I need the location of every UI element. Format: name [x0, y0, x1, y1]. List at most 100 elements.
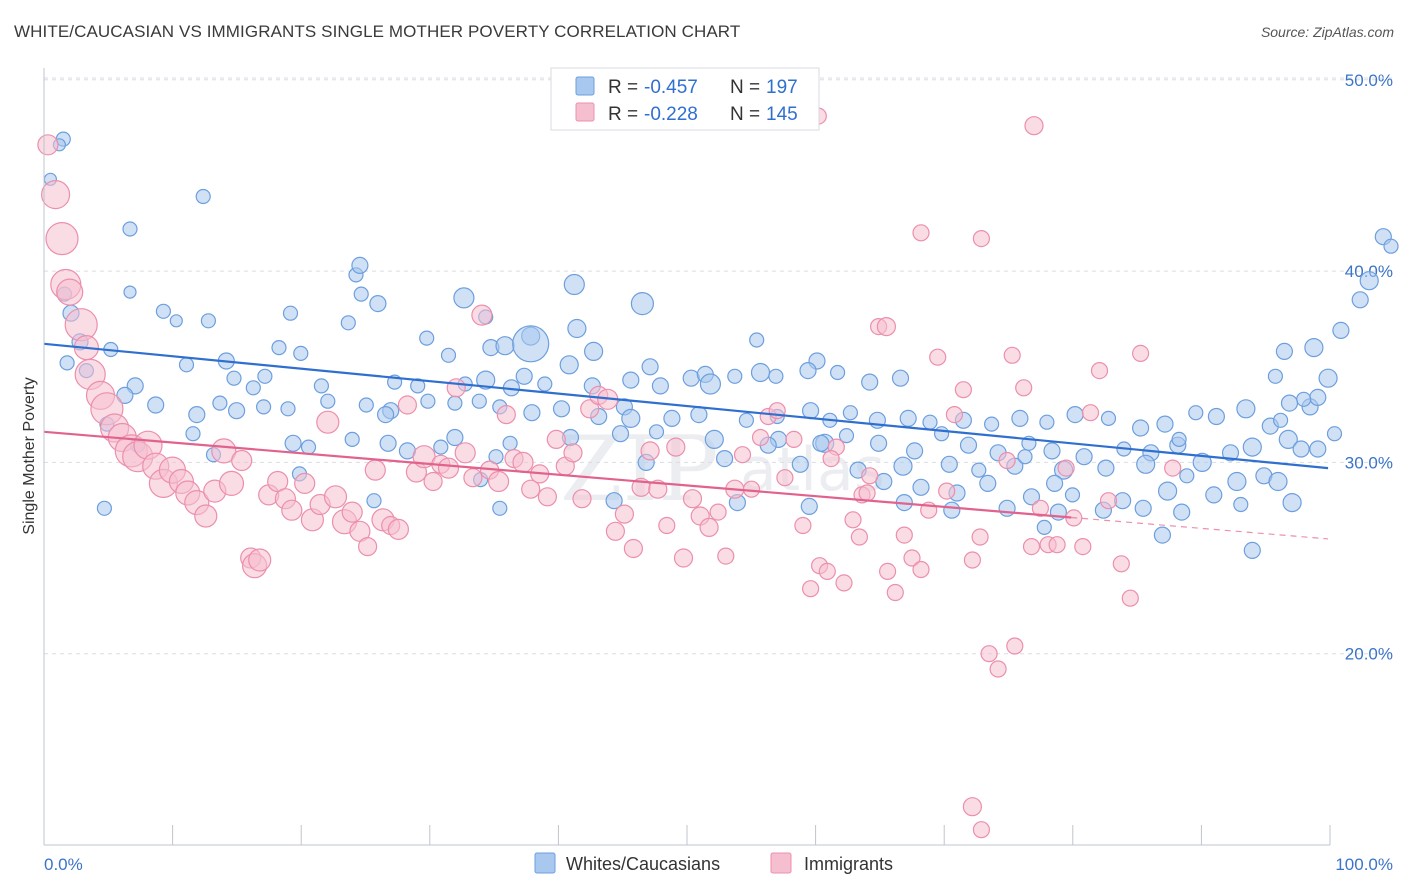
whites-point	[419, 330, 435, 346]
whites-point	[648, 424, 665, 440]
whites-point	[715, 450, 734, 468]
whites-point	[768, 368, 784, 384]
whites-point	[552, 400, 571, 418]
whites-point	[690, 406, 708, 424]
whites-point	[344, 431, 360, 447]
immigrants-point	[858, 484, 876, 502]
immigrants-point	[1074, 537, 1092, 556]
immigrants-point	[37, 134, 59, 156]
immigrants-point	[835, 574, 853, 592]
whites-point	[749, 332, 765, 348]
whites-point	[212, 395, 228, 411]
whites-point	[1188, 405, 1204, 421]
whites-point	[630, 292, 655, 316]
bottom-legend-label-whites: Whites/Caucasians	[566, 854, 720, 874]
x-tick-label-min: 0.0%	[44, 855, 83, 874]
whites-point	[147, 396, 165, 414]
whites-point	[1242, 437, 1262, 457]
whites-point	[523, 404, 541, 422]
immigrants-point	[850, 528, 869, 546]
immigrants-point	[895, 526, 913, 544]
whites-point	[891, 369, 910, 387]
immigrants-point	[912, 224, 930, 242]
whites-point	[515, 367, 533, 385]
immigrants-point	[572, 489, 592, 509]
whites-point	[983, 416, 1000, 432]
immigrants-point	[563, 443, 583, 463]
immigrants-point	[281, 499, 303, 521]
bottom-legend-swatch-whites	[534, 852, 556, 874]
immigrants-point	[878, 562, 897, 581]
whites-point	[1221, 444, 1240, 462]
whites-point	[979, 474, 997, 492]
legend-r-value-whites: -0.457	[644, 77, 698, 98]
immigrants-point	[818, 562, 836, 581]
whites-point	[1243, 541, 1261, 560]
whites-point	[922, 414, 938, 430]
immigrants-point	[794, 516, 812, 535]
whites-point	[96, 500, 113, 516]
whites-point	[440, 347, 457, 363]
axis-layer: Single Mother Poverty 0.0% 100.0%	[21, 68, 1393, 874]
immigrants-point	[580, 399, 600, 419]
legend-r-label-whites: R =	[608, 77, 638, 98]
immigrants-point	[294, 472, 316, 494]
immigrants-point	[945, 406, 964, 424]
immigrants-point	[341, 501, 363, 523]
whites-point	[245, 380, 261, 396]
whites-point	[280, 401, 296, 417]
stats-legend-box	[550, 67, 820, 131]
immigrants-point	[658, 516, 676, 535]
immigrants-point	[323, 485, 348, 509]
legend-n-value-whites: 197	[766, 77, 798, 98]
immigrants-point	[673, 548, 694, 568]
legend-n-value-immigrants: 145	[766, 104, 798, 125]
immigrants-point	[488, 470, 510, 493]
whites-point	[353, 286, 369, 302]
whites-point	[1011, 409, 1029, 427]
series-legend: Whites/Caucasians Immigrants	[534, 852, 893, 874]
whites-point	[1179, 468, 1195, 484]
whites-point	[940, 455, 958, 473]
y-tick-label: 50.0%	[1345, 71, 1393, 90]
whites-point	[155, 303, 171, 319]
immigrants-point	[822, 450, 840, 468]
immigrants-point	[751, 428, 770, 447]
whites-point	[420, 393, 436, 409]
legend-n-label-whites: N =	[730, 77, 760, 98]
immigrants-point	[876, 317, 897, 337]
whites-point	[271, 340, 287, 356]
whites-point	[1153, 526, 1172, 544]
whites-point	[1282, 493, 1302, 513]
immigrants-point	[1121, 589, 1139, 607]
whites-point	[567, 318, 587, 339]
immigrants-point	[1003, 346, 1021, 364]
y-tick-label: 30.0%	[1345, 453, 1393, 472]
whites-point	[502, 435, 518, 451]
immigrants-point	[446, 378, 466, 398]
whites-point	[433, 439, 449, 455]
whites-point	[495, 336, 515, 356]
immigrants-point	[640, 441, 660, 461]
whites-point	[1278, 429, 1298, 449]
whites-point	[1134, 499, 1152, 517]
bottom-legend-label-immigrants: Immigrants	[804, 854, 893, 874]
immigrants-point	[423, 471, 443, 492]
whites-point	[169, 314, 183, 328]
whites-point	[869, 434, 888, 452]
whites-point	[178, 357, 195, 373]
whites-point	[583, 341, 604, 361]
immigrants-point	[903, 549, 921, 567]
immigrants-point	[521, 479, 541, 499]
whites-point	[1383, 238, 1399, 254]
whites-point	[1156, 415, 1174, 433]
whites-point	[622, 371, 640, 389]
whites-point	[1332, 321, 1350, 339]
immigrants-point	[463, 468, 483, 488]
whites-point	[257, 368, 273, 384]
whites-point	[800, 497, 818, 515]
immigrants-point	[437, 457, 460, 479]
immigrants-point	[64, 308, 98, 342]
whites-point	[1131, 419, 1150, 437]
